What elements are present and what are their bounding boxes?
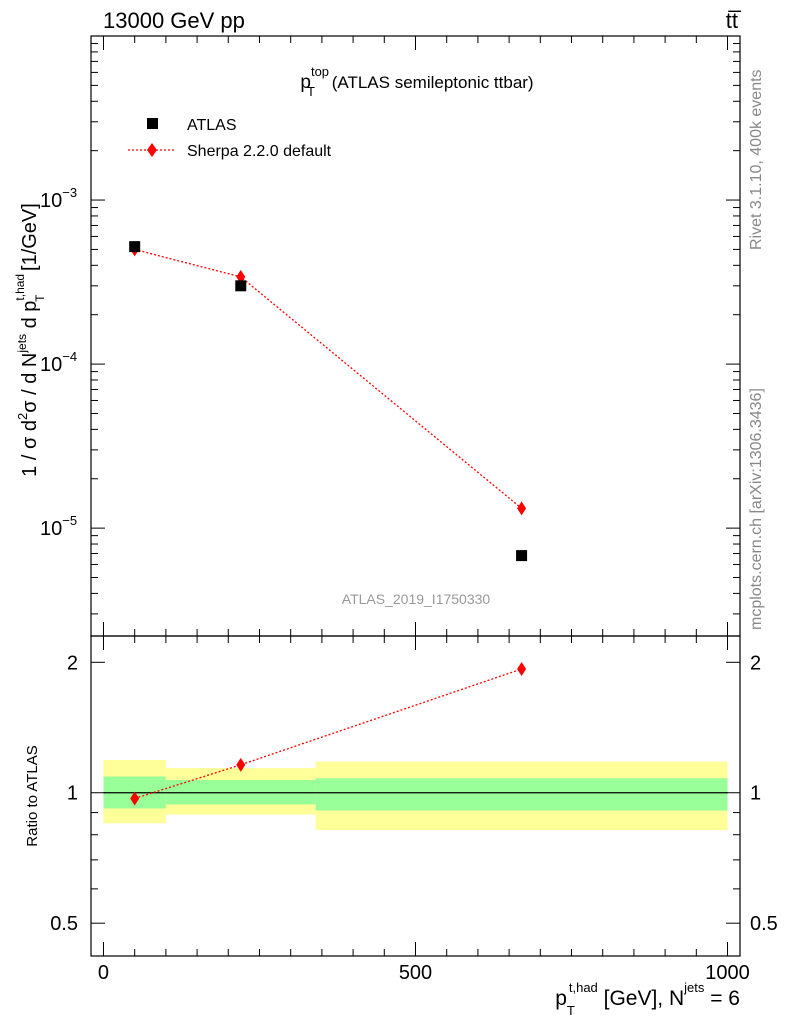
title-sup: top <box>311 64 329 79</box>
analysis-watermark: ATLAS_2019_I1750330 <box>342 591 491 607</box>
y-tick-label: 10−3 <box>40 185 77 212</box>
ylabel-part1: 1 / σ d <box>19 420 41 477</box>
sherpa-point <box>517 501 527 516</box>
ratio-sherpa-point <box>236 757 246 772</box>
ratio-y-tick-label-left: 0.5 <box>50 913 78 935</box>
title-sub: T <box>307 84 315 99</box>
mcplots-label: mcplots.cern.ch [arXiv:1306.3436] <box>748 388 765 630</box>
main-panel: 10−310−410−5 ptop T (ATLAS semileptonic t… <box>13 35 741 637</box>
y-tick-label-base: 10 <box>40 518 62 540</box>
main-data-layer <box>129 241 528 562</box>
main-x-ticks <box>102 36 729 636</box>
atlas-point <box>516 550 528 562</box>
uncertainty-band-inner <box>315 778 728 811</box>
legend-atlas-label: ATLAS <box>187 117 237 134</box>
xlabel-p: p <box>555 987 567 1010</box>
atlas-point <box>235 280 247 292</box>
rivet-label: Rivet 3.1.10, 400k events <box>748 69 765 250</box>
main-y-ticks: 10−310−410−5 <box>40 35 740 615</box>
ratio-sherpa-line <box>134 668 522 800</box>
xlabel-tail: = 6 <box>704 987 740 1010</box>
energy-label: 13000 GeV pp <box>103 8 245 33</box>
ratio-y-tick-label-right: 1 <box>750 783 761 805</box>
legend-sherpa-marker <box>147 143 157 157</box>
ratio-y-tick-label-right: 2 <box>750 652 761 674</box>
ratio-x-ticks: 0 500 1000 <box>98 636 750 984</box>
ratio-y-axis-label: Ratio to ATLAS <box>24 745 41 846</box>
x-tick-label: 500 <box>399 962 432 984</box>
y-tick-label-base: 10 <box>40 354 62 376</box>
legend-atlas-marker <box>147 118 158 129</box>
xlabel-sup: t,had <box>569 980 598 995</box>
y-tick-label-exp: −3 <box>62 185 77 200</box>
ylabel-sup-thad: t,had <box>13 274 27 301</box>
sherpa-line <box>134 248 522 509</box>
ylabel-sup2: 2 <box>15 413 30 420</box>
process-label: tt̅ <box>726 8 742 33</box>
ylabel-part3: d p <box>19 301 41 334</box>
ratio-y-tick-label-right: 0.5 <box>750 913 778 935</box>
y-tick-label-base: 10 <box>40 190 62 212</box>
y-tick-label-exp: −4 <box>62 349 77 364</box>
xlabel-sup2: jets <box>683 980 705 995</box>
ratio-sherpa-point <box>130 791 140 806</box>
y-tick-label: 10−4 <box>40 349 77 376</box>
xlabel-sub: T <box>567 1003 575 1018</box>
title-rest: (ATLAS semileptonic ttbar) <box>327 73 534 92</box>
legend-sherpa-label: Sherpa 2.2.0 default <box>187 143 332 160</box>
title-p: p <box>300 72 311 93</box>
x-axis-label: pTt,had [GeV], Njets = 6 <box>555 980 740 1018</box>
y-tick-label: 10−5 <box>40 513 77 540</box>
atlas-point <box>129 241 141 253</box>
xlabel-rest: [GeV], N <box>598 987 684 1010</box>
x-tick-label: 0 <box>98 962 109 984</box>
ratio-sherpa-point <box>517 662 527 677</box>
y-tick-label-exp: −5 <box>62 513 77 528</box>
ratio-y-ticks: 2 2 1 1 0.5 0.5 <box>50 652 778 935</box>
legend: ATLAS Sherpa 2.2.0 default <box>128 117 332 160</box>
ylabel-units: [1/GeV] <box>19 203 41 276</box>
x-tick-label: 1000 <box>705 962 750 984</box>
main-y-axis-label: 1 / σ d2σ / d Njets d pt,had T [1/GeV] <box>13 203 47 477</box>
ratio-panel: 0 500 1000 2 2 1 1 0.5 0.5 Ratio to ATLAS pTt,h… <box>24 635 778 1018</box>
ratio-bands <box>103 760 728 831</box>
ylabel-sup-jets: jets <box>15 334 29 354</box>
ylabel-part2: σ / d N <box>19 353 41 413</box>
ratio-data-layer <box>130 662 527 806</box>
ratio-y-tick-label-left: 1 <box>67 783 78 805</box>
plot-title: ptop T (ATLAS semileptonic ttbar) <box>300 64 533 99</box>
ratio-y-tick-label-left: 2 <box>67 652 78 674</box>
ylabel-sub-T: T <box>33 294 47 302</box>
